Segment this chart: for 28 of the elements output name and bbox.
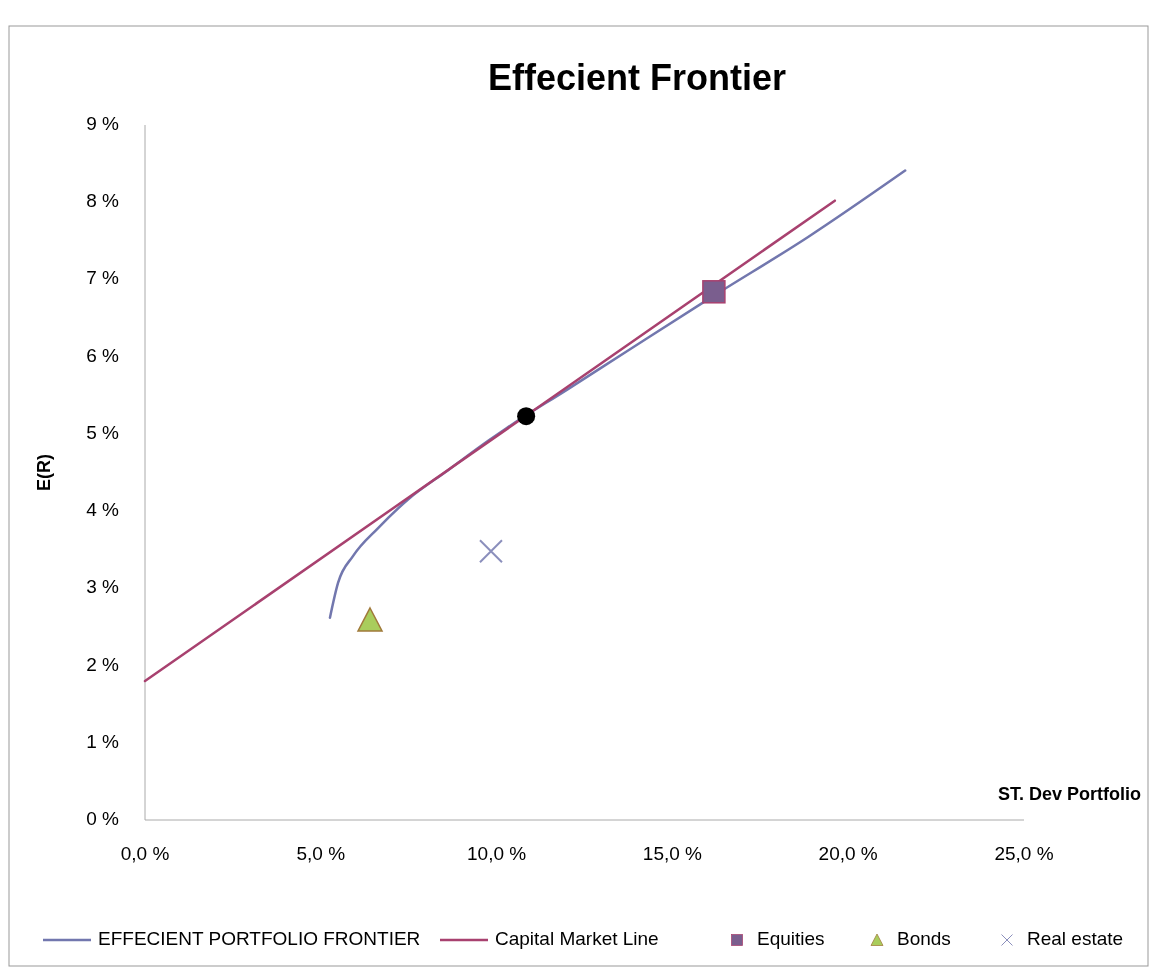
x-tick-label: 15,0 % (642, 843, 703, 864)
y-tick-label: 8 % (86, 190, 120, 212)
point (702, 280, 726, 304)
legend-label: Real estate (1027, 928, 1124, 950)
y-tick-label: 3 % (86, 576, 120, 598)
y-tick-label: 2 % (86, 653, 120, 675)
legend-label: Capital Market Line (495, 928, 659, 950)
legend-label: EFFECIENT PORTFOLIO FRONTIER (98, 928, 421, 950)
x-axis-title: ST. Dev Portfolio (997, 784, 1141, 804)
y-tick-label: 1 % (86, 730, 120, 752)
point (478, 539, 503, 564)
y-tick-label: 6 % (86, 344, 120, 366)
y-tick-label: 7 % (86, 267, 120, 289)
y-tick-label: 0 % (86, 808, 120, 830)
x-tick-label: 10,0 % (467, 843, 527, 864)
y-tick-label: 4 % (86, 499, 120, 521)
y-tick-label: 9 % (86, 113, 120, 135)
point (357, 607, 383, 632)
x-tick-label: 0,0 % (120, 843, 170, 864)
x-tick-label: 20,0 % (818, 843, 878, 864)
point (517, 407, 536, 426)
chart-title: Effecient Frontier (487, 57, 787, 98)
legend-label: Equities (757, 928, 825, 950)
x-tick-label: 25,0 % (994, 843, 1054, 864)
x-tick-label: 5,0 % (296, 843, 346, 864)
y-tick-label: 5 % (86, 421, 120, 443)
y-axis-title: E(R) (34, 454, 54, 491)
legend-label: Bonds (897, 928, 951, 950)
